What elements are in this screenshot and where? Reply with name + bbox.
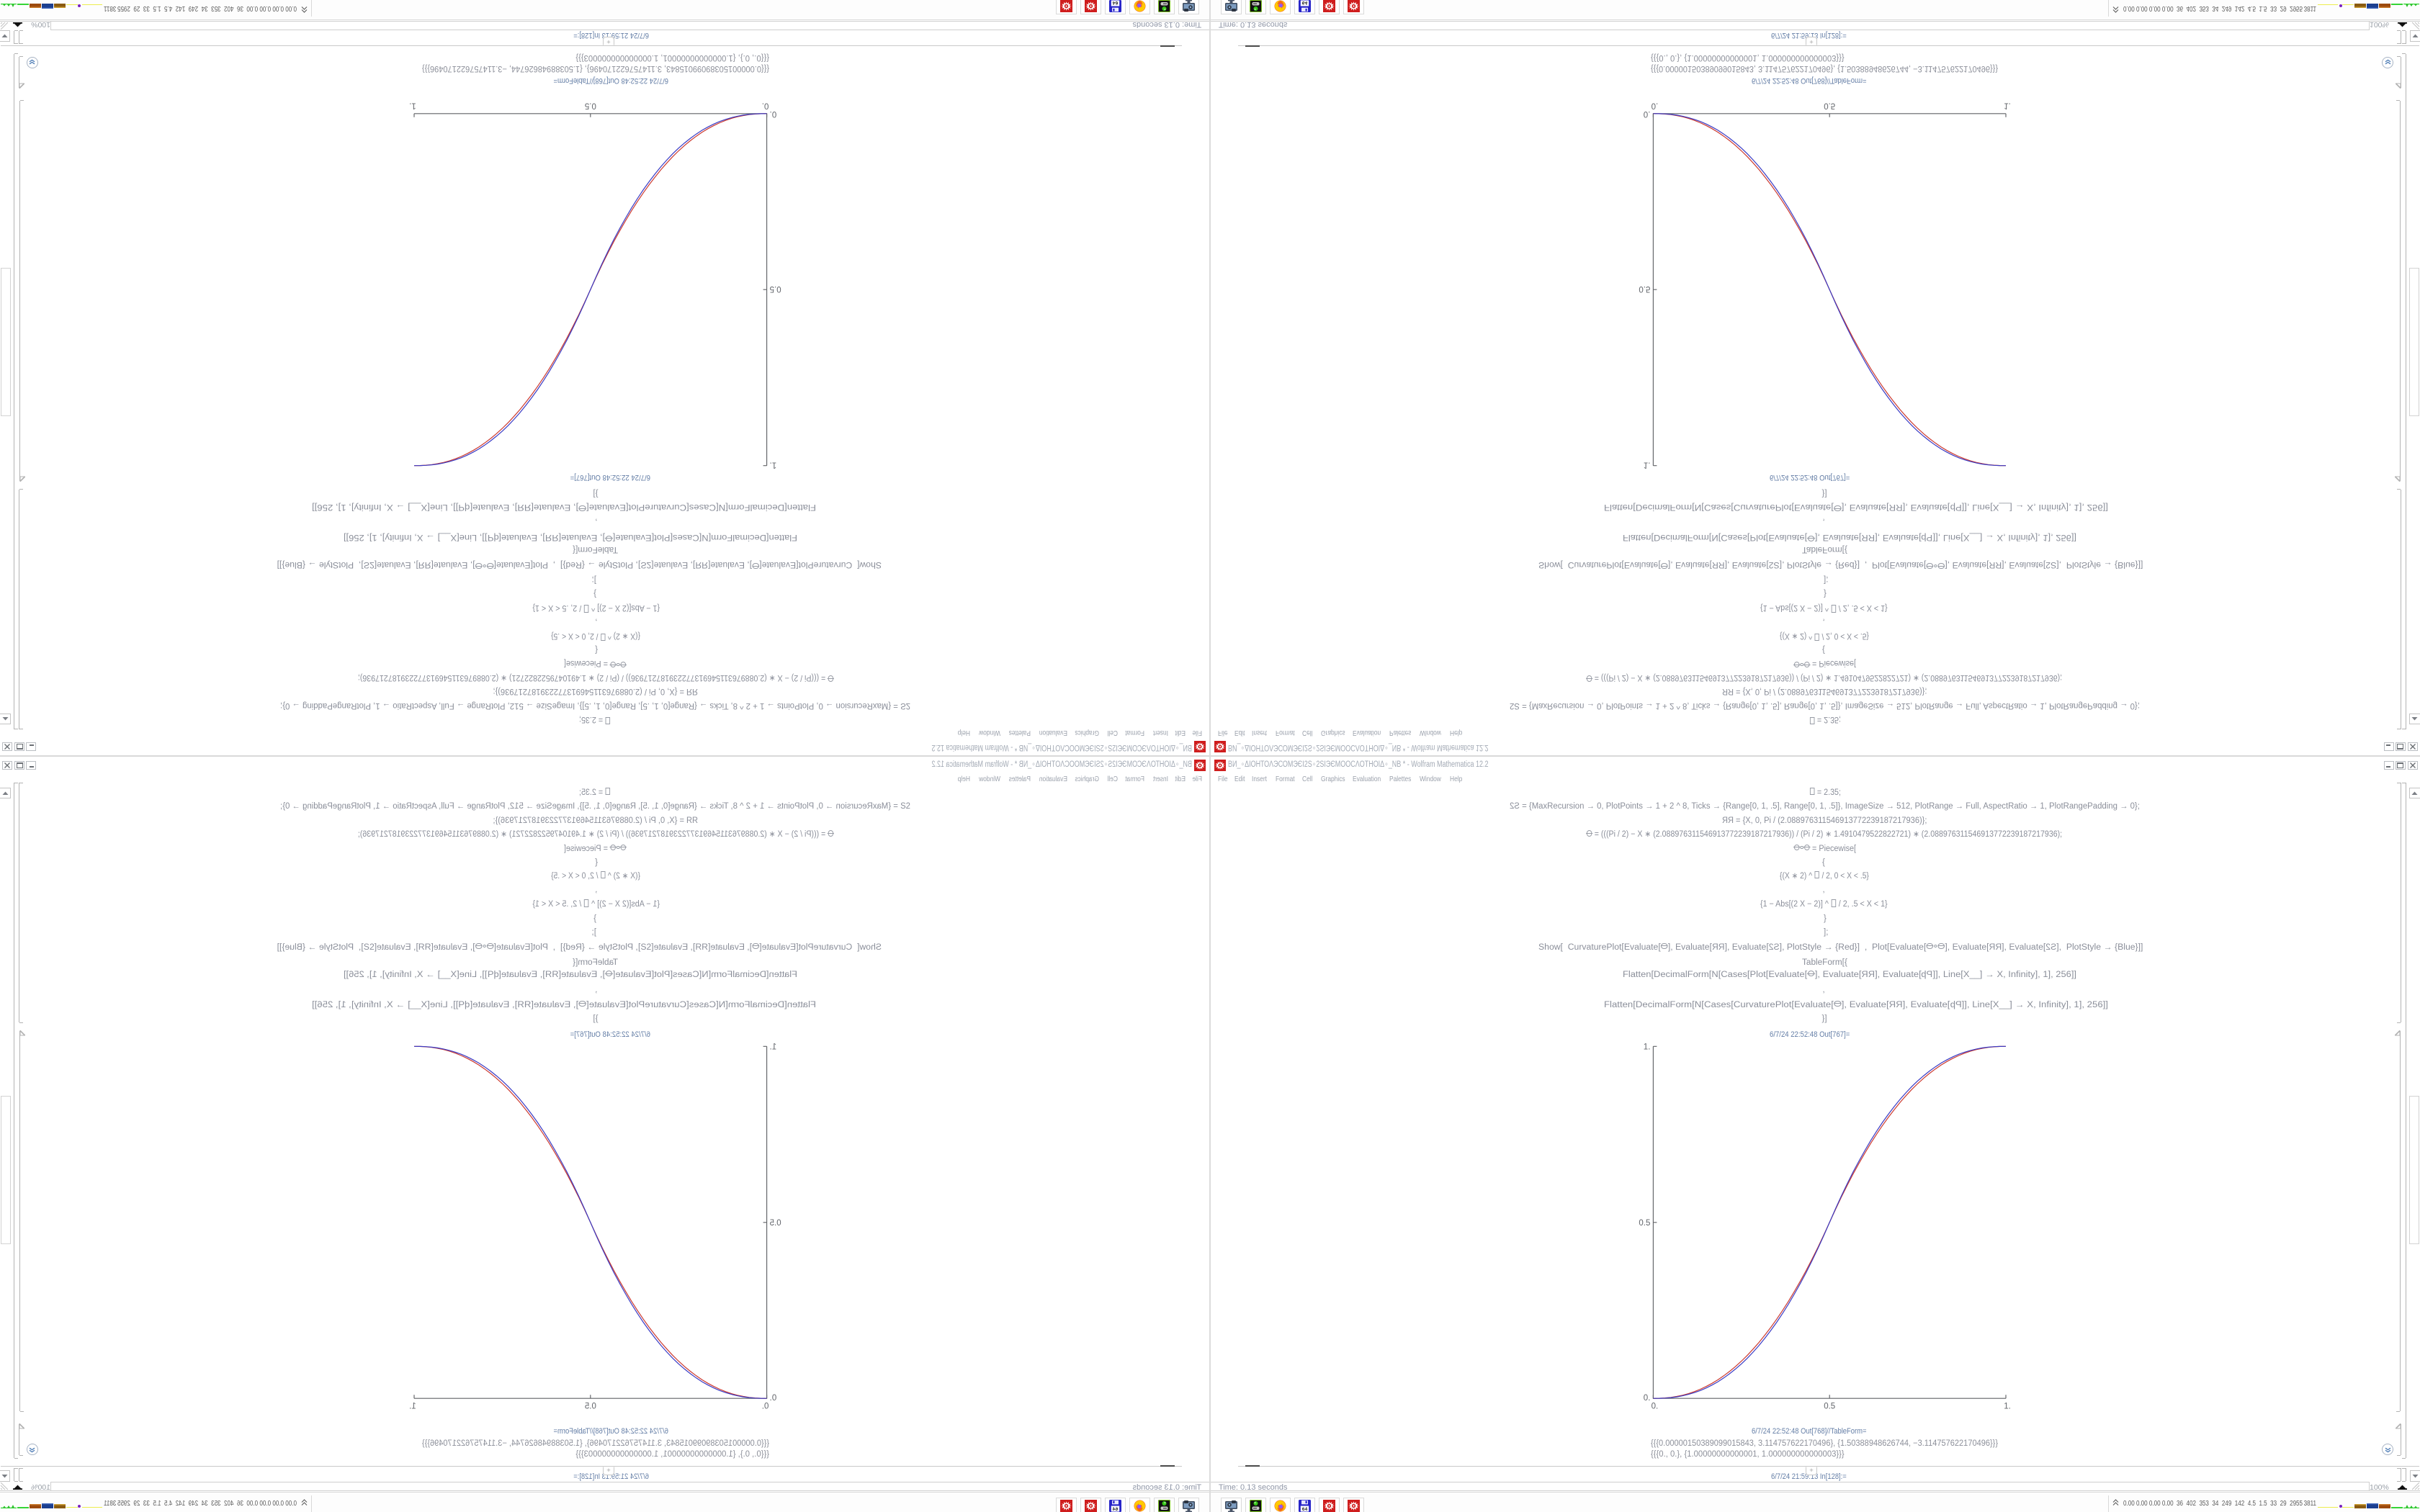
svg-text:1.: 1. <box>1644 461 1651 469</box>
svg-text:0.: 0. <box>1652 101 1659 109</box>
svg-text:1.: 1. <box>409 101 416 109</box>
svg-text:0.5: 0.5 <box>585 1403 596 1411</box>
svg-text:1.: 1. <box>770 1043 777 1051</box>
svg-text:0.5: 0.5 <box>585 101 596 109</box>
svg-text:1.: 1. <box>409 1403 416 1411</box>
svg-text:0.5: 0.5 <box>1824 1403 1835 1411</box>
svg-text:1.: 1. <box>1644 1043 1651 1051</box>
svg-text:0.: 0. <box>762 1403 769 1411</box>
svg-text:0.: 0. <box>1644 109 1651 118</box>
svg-text:0.5: 0.5 <box>1824 101 1835 109</box>
svg-text:1.: 1. <box>770 461 777 469</box>
svg-text:0.: 0. <box>1644 1394 1651 1403</box>
svg-text:0.: 0. <box>1652 1403 1659 1411</box>
svg-text:0.5: 0.5 <box>770 1219 781 1228</box>
svg-text:1.: 1. <box>2004 1403 2011 1411</box>
svg-text:0.: 0. <box>762 101 769 109</box>
svg-text:0.5: 0.5 <box>1639 1219 1650 1228</box>
svg-text:0.: 0. <box>770 1394 777 1403</box>
svg-text:1.: 1. <box>2004 101 2011 109</box>
svg-text:0.5: 0.5 <box>1639 284 1650 293</box>
svg-text:0.5: 0.5 <box>770 284 781 293</box>
svg-text:0.: 0. <box>770 109 777 118</box>
